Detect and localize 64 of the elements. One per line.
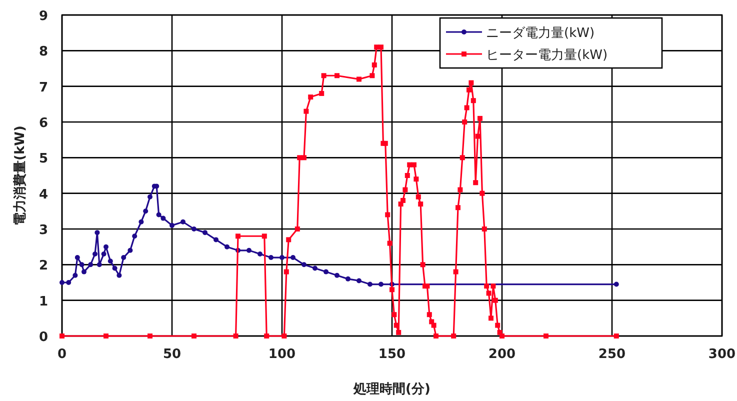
- point: [132, 234, 138, 239]
- point: [268, 255, 274, 260]
- point: [290, 255, 296, 260]
- x-tick-label: 150: [378, 347, 406, 362]
- y-tick-label: 5: [38, 152, 48, 167]
- point: [334, 272, 340, 278]
- y-tick-label: 7: [38, 80, 48, 96]
- point: [143, 208, 148, 214]
- point: [96, 262, 102, 268]
- point: [66, 280, 72, 285]
- point: [356, 278, 362, 284]
- point: [192, 226, 196, 232]
- point: [224, 244, 230, 250]
- y-tick-label: 2: [38, 258, 48, 274]
- point: [324, 269, 328, 274]
- legend-label: ニーダ電力量(kW): [486, 26, 595, 41]
- point: [160, 216, 166, 221]
- point: [74, 255, 80, 260]
- point: [104, 244, 108, 250]
- point: [156, 212, 162, 218]
- point: [180, 219, 186, 224]
- point: [614, 282, 619, 287]
- point: [60, 280, 64, 285]
- y-tick-label: 6: [38, 116, 48, 131]
- point: [368, 282, 372, 287]
- x-tick-label: 200: [488, 347, 516, 362]
- point: [246, 248, 252, 253]
- point: [280, 255, 284, 260]
- point: [79, 262, 84, 268]
- point: [116, 272, 122, 278]
- point: [302, 262, 306, 268]
- y-tick-label: 3: [38, 223, 48, 238]
- x-tick-label: 100: [268, 347, 296, 362]
- point: [92, 251, 98, 256]
- y-tick-label: 0: [38, 330, 48, 345]
- point: [101, 251, 106, 256]
- point: [346, 276, 350, 282]
- x-tick-label: 250: [598, 347, 626, 362]
- x-tick-label: 0: [57, 347, 67, 362]
- legend-label: ヒーター電力量(kW): [486, 48, 608, 63]
- y-tick-label: 8: [38, 44, 48, 60]
- point: [378, 282, 384, 287]
- point: [148, 194, 152, 200]
- y-tick-label: 4: [38, 187, 48, 202]
- point: [128, 248, 133, 253]
- x-tick-label: 50: [162, 347, 182, 362]
- y-tick-label: 9: [38, 9, 48, 24]
- point: [170, 222, 174, 228]
- point: [312, 266, 318, 271]
- point: [258, 251, 262, 256]
- x-tick-label: 300: [708, 347, 736, 362]
- x-axis-title: 処理時間(分): [352, 382, 430, 397]
- point: [72, 272, 78, 278]
- point: [112, 266, 118, 271]
- point: [108, 258, 113, 264]
- y-tick-label: 1: [38, 294, 48, 310]
- point: [138, 219, 144, 224]
- point: [121, 255, 126, 260]
- point: [82, 269, 86, 274]
- point: [88, 262, 94, 268]
- point: [214, 237, 218, 242]
- y-axis-title: 電力消費量(kW): [13, 126, 28, 226]
- point: [202, 230, 208, 236]
- point: [94, 230, 100, 236]
